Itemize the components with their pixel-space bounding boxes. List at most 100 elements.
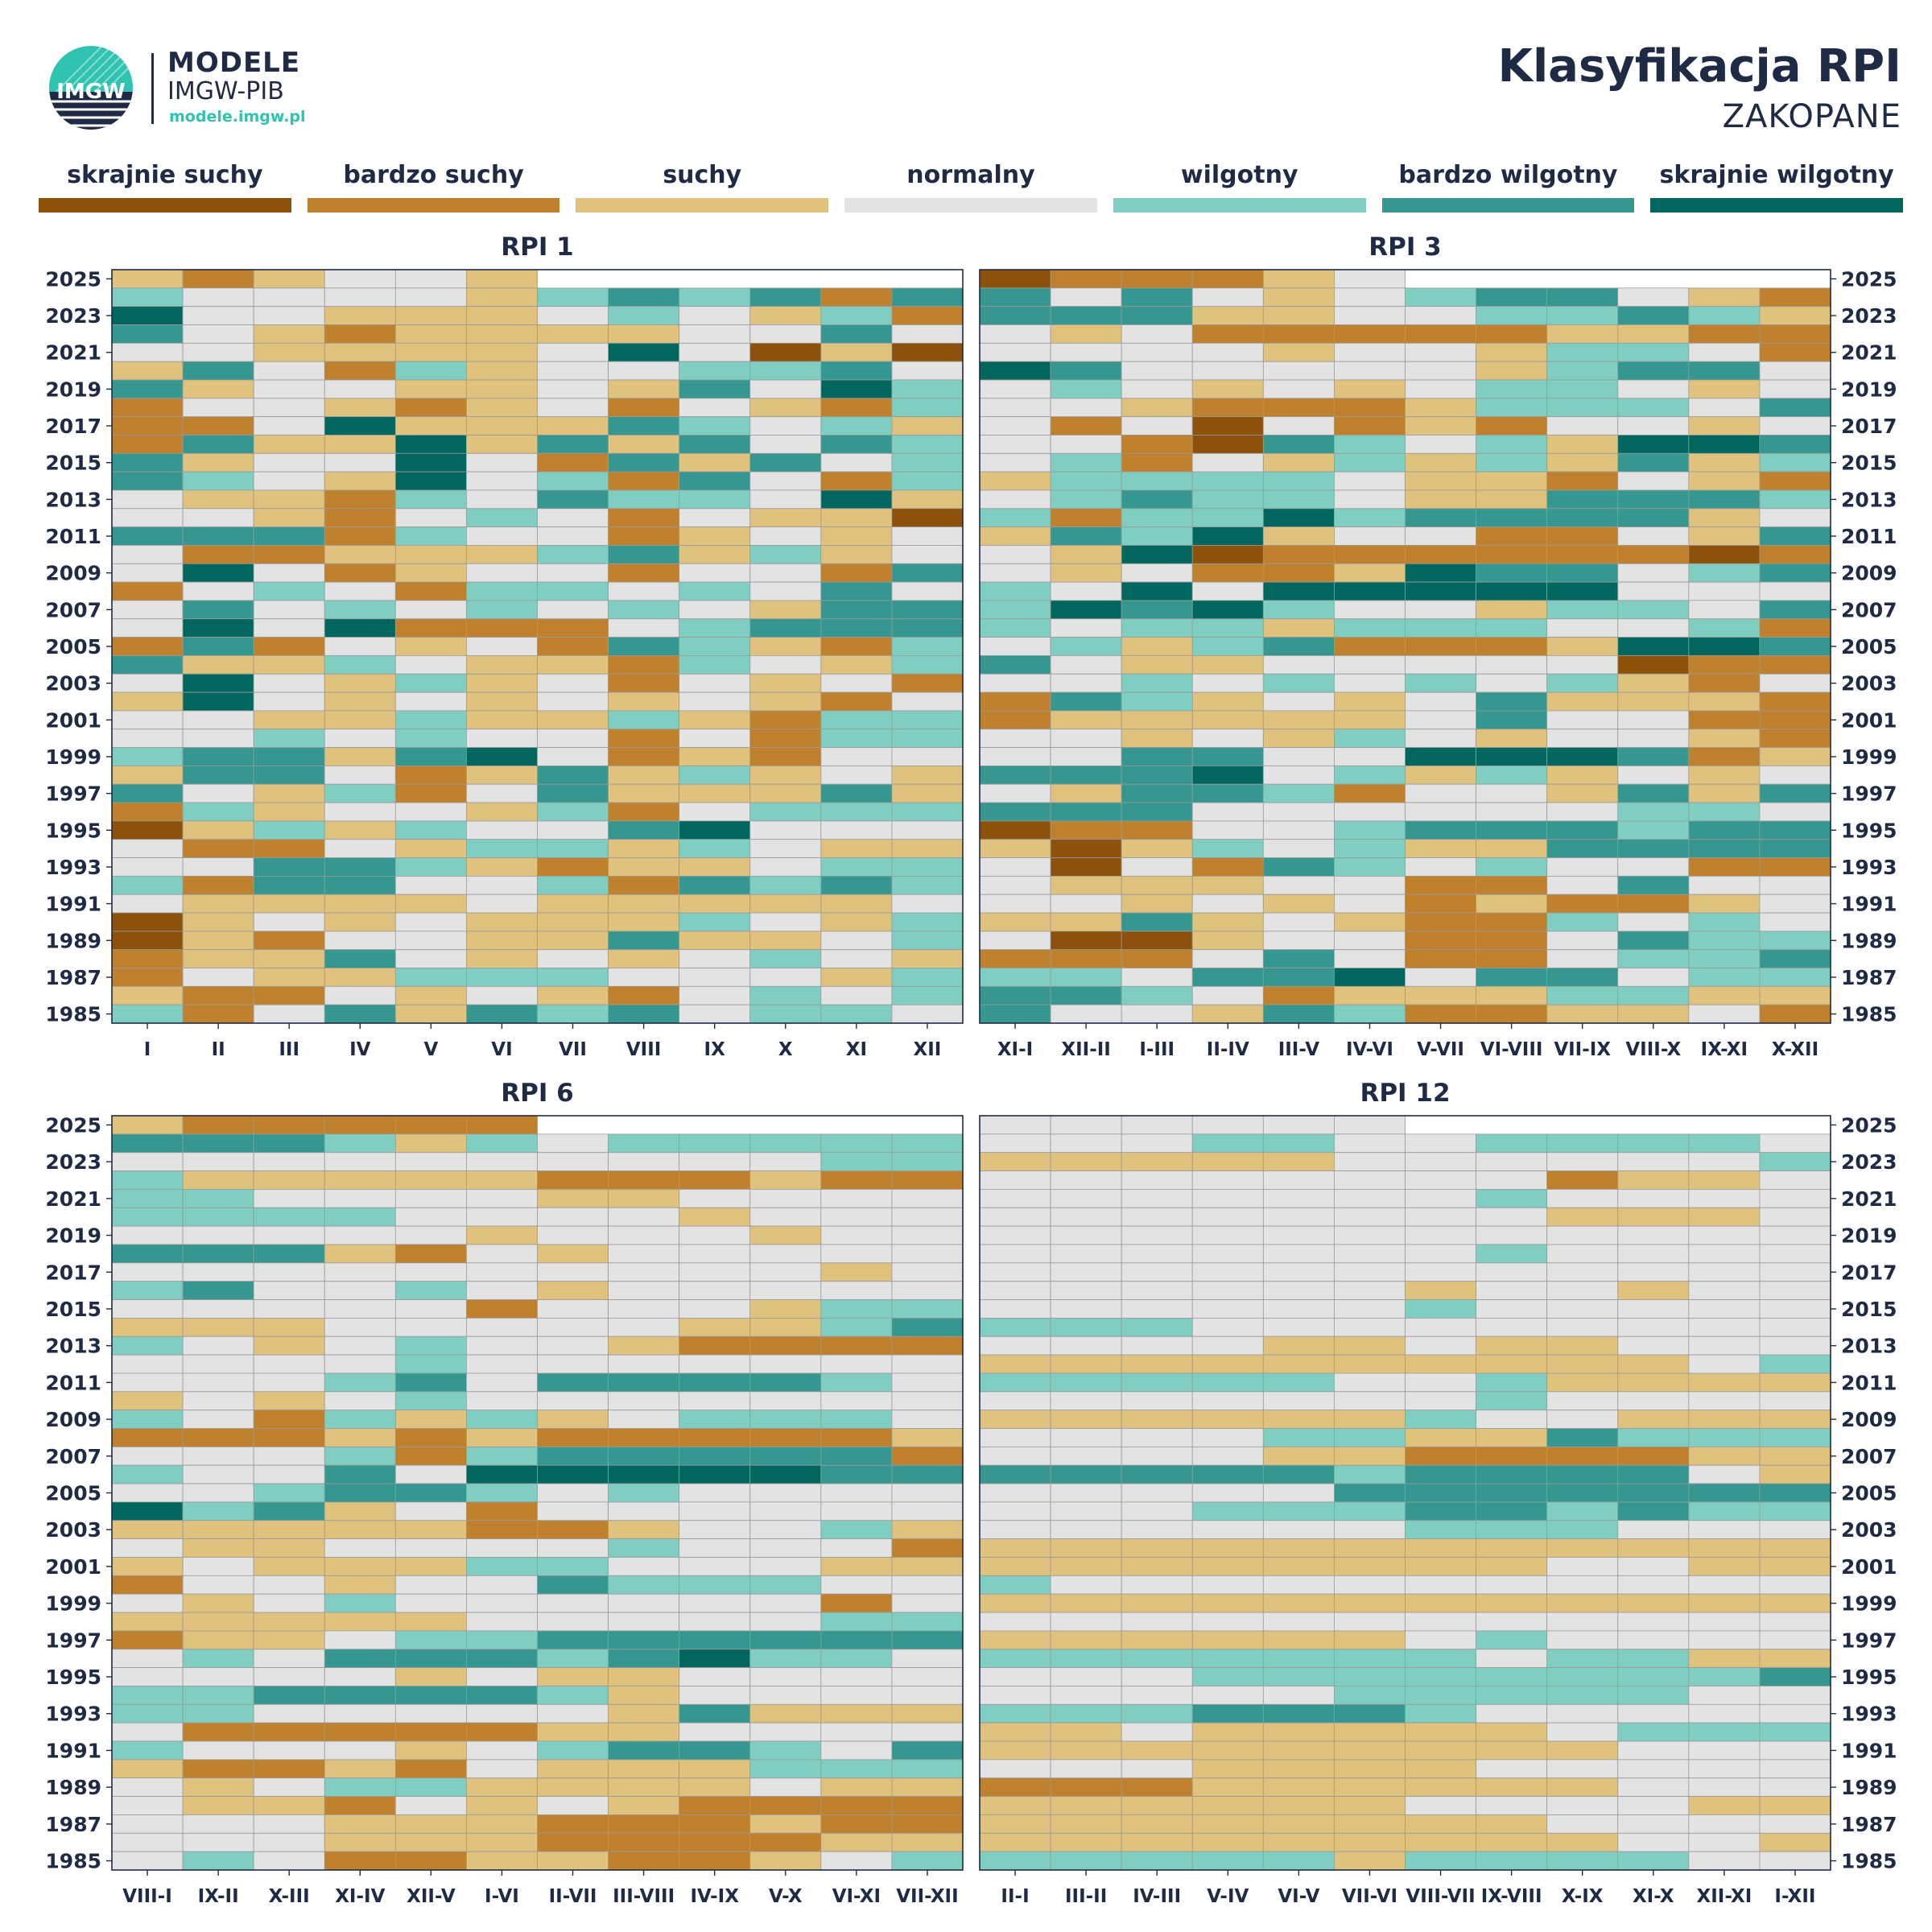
heatmap-cell [1405,379,1476,399]
heatmap-cell [1121,581,1193,601]
heatmap-cell [253,1612,325,1632]
heatmap-cell [182,1722,254,1742]
heatmap-cell [891,1501,964,1521]
heatmap-cell [537,1520,609,1540]
heatmap-cell [537,1428,609,1447]
heatmap-cell [1546,875,1619,895]
heatmap-cell [1121,471,1193,491]
heatmap-cell [1546,691,1619,712]
y-tick-label: 1999 [45,745,101,769]
heatmap-cell [182,1354,254,1374]
heatmap-cell [608,839,680,858]
heatmap-cell [324,1170,396,1190]
heatmap-cell [749,1281,822,1300]
heatmap-cell [537,1777,609,1797]
heatmap-cell [608,1207,680,1227]
heatmap-cell [1759,1244,1831,1264]
heatmap-cell [1191,1686,1264,1705]
heatmap-cell [749,1244,822,1264]
heatmap-cell [1050,435,1122,454]
heatmap-cell [679,324,751,344]
heatmap-cell [1262,526,1335,546]
heatmap-cell [820,1832,893,1852]
heatmap-cell [1476,1703,1548,1724]
heatmap-cell [394,1410,467,1429]
heatmap-cell [749,489,822,510]
heatmap-cell [1617,1575,1690,1595]
heatmap-cell [1546,1207,1619,1227]
heatmap-cell [820,545,893,564]
logo-url[interactable]: modele.imgw.pl [169,108,306,126]
heatmap-cell [537,1501,609,1521]
heatmap-cell [1262,1703,1335,1724]
heatmap-cell [1688,802,1761,822]
y-tick-label: 1995 [45,1666,101,1689]
heatmap-cell [182,1557,254,1576]
heatmap-cell [1334,1630,1406,1650]
heatmap-cell [1050,802,1122,822]
heatmap-cell [1546,1593,1619,1613]
heatmap-cell [1688,931,1761,951]
heatmap-cell [1759,691,1831,712]
heatmap-cell [608,1759,680,1779]
heatmap-cell [1476,1538,1548,1558]
heatmap-cell [1405,1244,1476,1264]
heatmap-cell [537,1740,609,1761]
heatmap-cell [749,1740,822,1761]
heatmap-cell [608,471,680,491]
heatmap-cell [1334,1464,1406,1484]
heatmap-cell [537,1612,609,1632]
heatmap-cell [1759,1464,1831,1484]
heatmap-cell [608,820,680,840]
y-tick-label: 2011 [45,525,101,548]
heatmap-cell [324,1814,396,1834]
heatmap-cell [1405,1612,1476,1632]
heatmap-cell [979,1225,1051,1245]
heatmap-cell [537,1446,609,1466]
heatmap-cell [394,435,467,454]
heatmap-cell [1405,1189,1476,1208]
heatmap-cell [679,1262,751,1282]
heatmap-cell [1334,820,1406,840]
heatmap-cell [1546,1428,1619,1447]
heatmap-cell [324,691,396,712]
heatmap-cell [466,1501,538,1521]
heatmap-cell [394,1262,467,1282]
heatmap-cell [1476,526,1548,546]
heatmap-cell [1262,342,1335,362]
heatmap-cell [979,1115,1051,1135]
heatmap-cell [1476,600,1548,620]
heatmap-cell [749,508,822,528]
heatmap-cell [1617,931,1690,951]
heatmap-cell [394,618,467,638]
heatmap-cell [1759,1391,1831,1411]
heatmap-cell [1050,931,1122,951]
heatmap-cell [111,1004,184,1024]
heatmap-cell [537,1317,609,1337]
heatmap-cell [1546,1299,1619,1319]
heatmap-cell [1546,1575,1619,1595]
heatmap-cell [1617,1593,1690,1613]
heatmap-cell [1191,581,1264,601]
heatmap-cell [111,1851,184,1871]
heatmap-cell [749,1004,822,1024]
heatmap-cell [608,1373,680,1393]
heatmap-cell [979,618,1051,638]
heatmap-cell [1546,1557,1619,1576]
heatmap-cell [1476,783,1548,803]
heatmap-cell [1759,802,1831,822]
heatmap-cell [1617,1299,1690,1319]
heatmap-cell [1546,342,1619,362]
heatmap-cell [1759,1335,1831,1356]
heatmap-cell [1262,1225,1335,1245]
heatmap-cell [1476,1446,1548,1466]
heatmap-cell [1334,1170,1406,1190]
heatmap-cell [891,673,964,693]
heatmap-cell [537,1391,609,1411]
heatmap-cell [111,691,184,712]
heatmap-cell [820,1649,893,1669]
heatmap-cell [253,398,325,418]
heatmap-cell [1476,1575,1548,1595]
heatmap-cell [1759,1796,1831,1815]
heatmap-cell [679,875,751,895]
